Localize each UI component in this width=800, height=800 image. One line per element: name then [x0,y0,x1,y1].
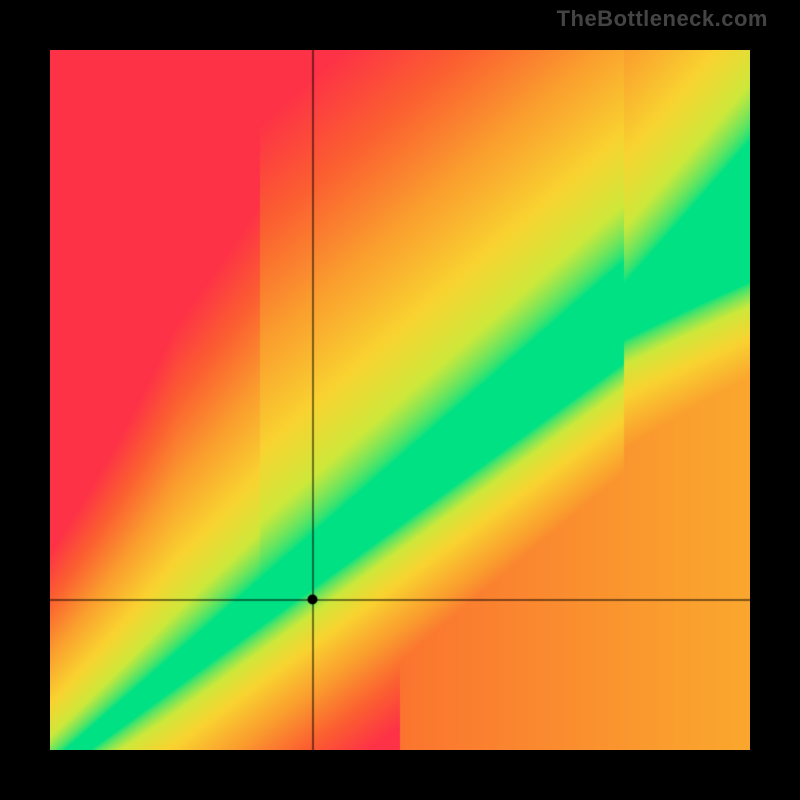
watermark-text: TheBottleneck.com [557,6,768,32]
heatmap-canvas [50,50,750,750]
bottleneck-heatmap [50,50,750,750]
